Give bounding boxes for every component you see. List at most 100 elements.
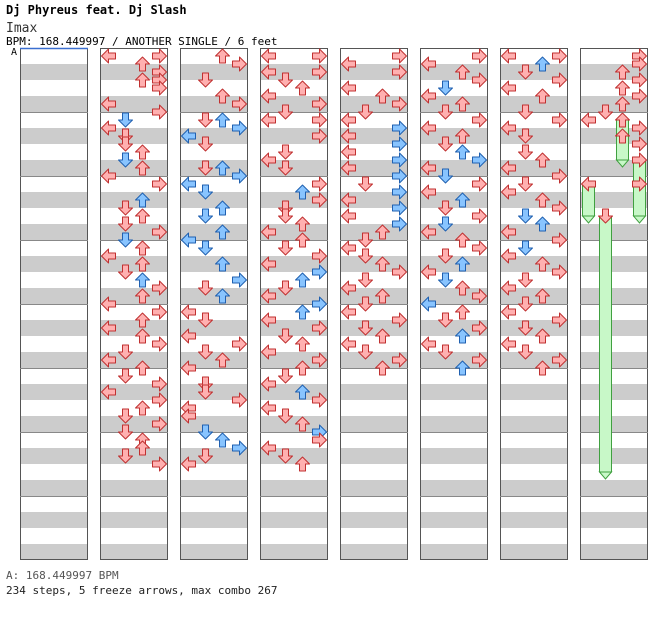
down-arrow-icon [518, 240, 533, 256]
beat-stripe [580, 496, 648, 512]
beat-stripe [420, 224, 488, 240]
left-arrow-icon [421, 120, 436, 136]
right-arrow-icon [392, 152, 407, 168]
down-arrow-icon [118, 264, 133, 280]
beat-stripe [260, 368, 328, 384]
down-arrow-icon [278, 208, 293, 224]
beat-stripe [340, 96, 408, 112]
beat-stripe [420, 288, 488, 304]
left-arrow-icon [101, 296, 116, 312]
up-arrow-icon [455, 96, 470, 112]
beat-stripe [260, 112, 328, 128]
up-arrow-icon [135, 56, 150, 72]
beat-stripe [100, 288, 168, 304]
beat-stripe [500, 96, 568, 112]
up-arrow-icon [455, 128, 470, 144]
beat-stripe [100, 480, 168, 496]
left-arrow-icon [501, 120, 516, 136]
beat-stripe [340, 240, 408, 256]
chart-column [420, 48, 488, 560]
beat-stripe [580, 208, 648, 224]
beat-stripe [580, 304, 648, 320]
beat-stripe [340, 176, 408, 192]
right-arrow-icon [632, 56, 647, 72]
beat-stripe [580, 256, 648, 272]
beat-stripe [580, 48, 648, 64]
beat-stripe [580, 512, 648, 528]
beat-stripe [260, 480, 328, 496]
beat-stripe [100, 448, 168, 464]
beat-stripe [340, 48, 408, 64]
right-arrow-icon [152, 456, 167, 472]
beat-stripe [100, 272, 168, 288]
beat-stripe [500, 416, 568, 432]
down-arrow-icon [518, 128, 533, 144]
beat-stripe [580, 144, 648, 160]
down-arrow-icon [198, 344, 213, 360]
up-arrow-icon [295, 416, 310, 432]
down-arrow-icon [438, 136, 453, 152]
beat-stripe [500, 368, 568, 384]
beat-stripe [180, 192, 248, 208]
up-arrow-icon [375, 88, 390, 104]
down-arrow-icon [278, 160, 293, 176]
left-arrow-icon [261, 48, 276, 64]
left-arrow-icon [341, 144, 356, 160]
beat-stripe [420, 80, 488, 96]
down-arrow-icon [518, 176, 533, 192]
beat-stripe [260, 416, 328, 432]
beat-stripe [100, 64, 168, 80]
down-arrow-icon [518, 272, 533, 288]
freeze-head-right-arrow-icon [632, 176, 647, 192]
up-arrow-icon [135, 288, 150, 304]
beat-stripe [420, 144, 488, 160]
left-arrow-icon [501, 336, 516, 352]
right-arrow-icon [312, 192, 327, 208]
beat-stripe [580, 528, 648, 544]
beat-stripe [20, 224, 88, 240]
right-arrow-icon [312, 176, 327, 192]
chart-column [20, 48, 88, 560]
up-arrow-icon [455, 232, 470, 248]
right-arrow-icon [312, 248, 327, 264]
up-arrow-icon [535, 328, 550, 344]
beat-stripe [340, 368, 408, 384]
right-arrow-icon [232, 272, 247, 288]
beat-stripe [260, 320, 328, 336]
left-arrow-icon [101, 168, 116, 184]
up-arrow-icon [535, 152, 550, 168]
left-arrow-icon [261, 256, 276, 272]
beat-stripe [580, 480, 648, 496]
chart-column [340, 48, 408, 560]
beat-stripe [20, 400, 88, 416]
beat-stripe [500, 208, 568, 224]
left-arrow-icon [421, 224, 436, 240]
left-arrow-icon [421, 184, 436, 200]
left-arrow-icon [341, 280, 356, 296]
right-arrow-icon [472, 176, 487, 192]
beat-stripe [20, 64, 88, 80]
left-arrow-icon [101, 320, 116, 336]
beat-stripe [180, 400, 248, 416]
up-arrow-icon [215, 88, 230, 104]
beat-stripe [180, 464, 248, 480]
right-arrow-icon [232, 120, 247, 136]
left-arrow-icon [261, 88, 276, 104]
up-arrow-icon [215, 432, 230, 448]
chart-column [100, 48, 168, 560]
beat-stripe [180, 48, 248, 64]
beat-stripe [420, 432, 488, 448]
right-arrow-icon [232, 440, 247, 456]
down-arrow-icon [518, 344, 533, 360]
down-arrow-icon [118, 232, 133, 248]
beat-stripe [580, 464, 648, 480]
up-arrow-icon [615, 64, 630, 80]
beat-stripe [340, 160, 408, 176]
beat-stripe [260, 160, 328, 176]
right-arrow-icon [392, 312, 407, 328]
down-arrow-icon [118, 424, 133, 440]
down-arrow-icon [438, 80, 453, 96]
song-title: Imax [6, 21, 38, 36]
beat-stripe [340, 64, 408, 80]
beat-stripe [340, 112, 408, 128]
